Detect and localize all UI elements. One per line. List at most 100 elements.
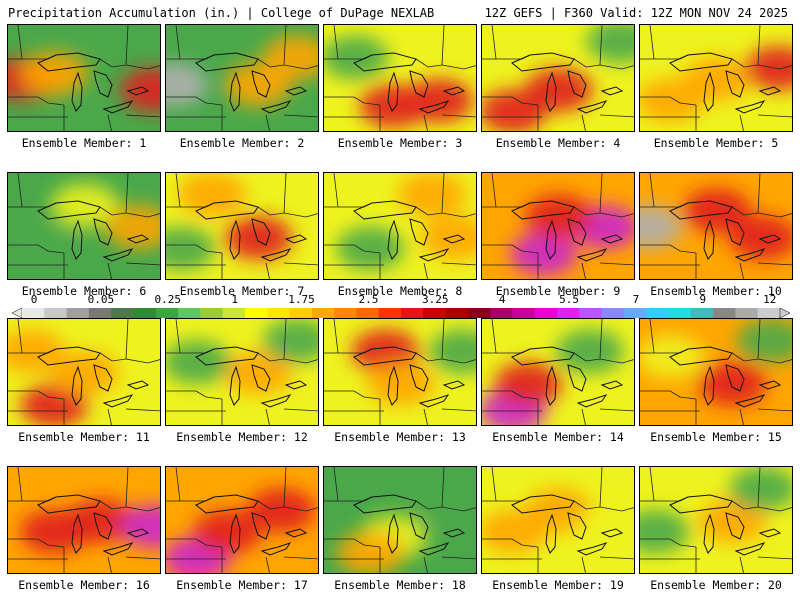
colorbar-swatch	[22, 308, 45, 318]
colorbar-tick-label: 4	[498, 293, 506, 306]
state-border	[441, 114, 476, 118]
lake-outline	[71, 513, 83, 554]
precip-blob	[736, 319, 792, 363]
map-panel	[481, 318, 635, 426]
lake-outline	[545, 513, 557, 554]
colorbar-swatch	[289, 308, 313, 318]
lake-outline	[126, 380, 150, 390]
ensemble-member-label: Ensemble Member: 6	[21, 284, 147, 298]
state-border	[283, 319, 287, 360]
state-border	[8, 538, 65, 548]
precip-map	[166, 25, 318, 131]
state-border	[125, 173, 129, 214]
state-border	[757, 319, 761, 360]
ensemble-member-label: Ensemble Member: 20	[650, 578, 782, 592]
state-border	[283, 467, 287, 508]
state-border	[333, 319, 339, 354]
ensemble-member-label: Ensemble Member: 1	[21, 136, 147, 150]
lake-outline	[353, 52, 417, 72]
lake-outline	[260, 100, 292, 114]
colorbar-swatch	[356, 308, 380, 318]
colorbar-swatch	[311, 308, 335, 318]
state-border	[283, 25, 287, 66]
precip-blob	[120, 504, 160, 549]
precip-map	[8, 25, 160, 131]
colorbar-swatch	[713, 308, 736, 318]
precip-blob	[640, 205, 682, 249]
colorbar-swatch	[155, 308, 179, 318]
precip-blob	[20, 383, 89, 425]
lake-outline	[71, 365, 83, 406]
lake-outline	[725, 70, 745, 98]
lake-outline	[229, 219, 241, 260]
lake-outline	[734, 100, 766, 114]
lake-outline	[669, 494, 733, 514]
state-border	[423, 556, 428, 573]
lake-outline	[511, 200, 575, 220]
state-border	[265, 556, 270, 573]
state-border	[581, 262, 586, 279]
colorbar-swatch	[735, 308, 759, 318]
colorbar-swatch	[690, 308, 714, 318]
state-border	[599, 408, 634, 412]
precip-blob	[586, 25, 634, 64]
state-border	[175, 25, 181, 60]
lake-outline	[725, 218, 745, 246]
lake-outline	[734, 248, 766, 262]
state-border	[441, 467, 445, 508]
lake-outline	[758, 234, 782, 244]
colorbar-swatch	[66, 308, 90, 318]
colorbar-swatch	[601, 308, 625, 318]
lake-outline	[284, 528, 308, 538]
lake-outline	[669, 346, 733, 366]
precip-map	[166, 173, 318, 279]
lake-outline	[758, 528, 782, 538]
state-border	[17, 319, 23, 354]
state-border	[125, 25, 129, 66]
precip-blob	[367, 361, 435, 406]
precip-blob	[428, 329, 476, 374]
precip-map	[324, 467, 476, 573]
lake-outline	[284, 234, 308, 244]
state-border	[166, 390, 223, 400]
lake-outline	[734, 394, 766, 408]
precip-blob	[12, 226, 81, 271]
state-border	[8, 96, 65, 106]
state-border	[757, 262, 792, 266]
lake-outline	[442, 380, 466, 390]
map-panel	[165, 24, 319, 132]
precip-blob	[247, 488, 316, 533]
ensemble-member-label: Ensemble Member: 14	[492, 430, 624, 444]
lake-outline	[758, 86, 782, 96]
ensemble-member-label: Ensemble Member: 10	[650, 284, 782, 298]
state-border	[333, 25, 339, 60]
colorbar-tick-label: 3.25	[422, 293, 449, 306]
precip-blob	[698, 499, 767, 543]
lake-outline	[284, 86, 308, 96]
colorbar-swatch	[200, 308, 224, 318]
state-border	[640, 390, 697, 400]
lake-outline	[567, 70, 587, 98]
lake-outline	[353, 200, 417, 220]
colorbar-swatch	[668, 308, 692, 318]
colorbar	[12, 308, 790, 318]
lake-outline	[409, 70, 429, 98]
lake-outline	[669, 200, 733, 220]
state-border	[491, 173, 497, 208]
colorbar-max-arrow	[779, 308, 790, 318]
lake-outline	[576, 394, 608, 408]
colorbar-swatch	[445, 308, 469, 318]
lake-outline	[442, 86, 466, 96]
state-border	[166, 244, 223, 254]
state-border	[175, 173, 181, 208]
precip-map	[640, 467, 792, 573]
ensemble-member-label: Ensemble Member: 9	[495, 284, 621, 298]
colorbar-swatch	[512, 308, 536, 318]
lake-outline	[600, 380, 624, 390]
precip-blob	[120, 67, 160, 112]
lake-outline	[703, 71, 715, 112]
state-border	[739, 262, 744, 279]
state-border	[757, 556, 792, 560]
lake-outline	[93, 70, 113, 98]
lake-outline	[37, 200, 101, 220]
